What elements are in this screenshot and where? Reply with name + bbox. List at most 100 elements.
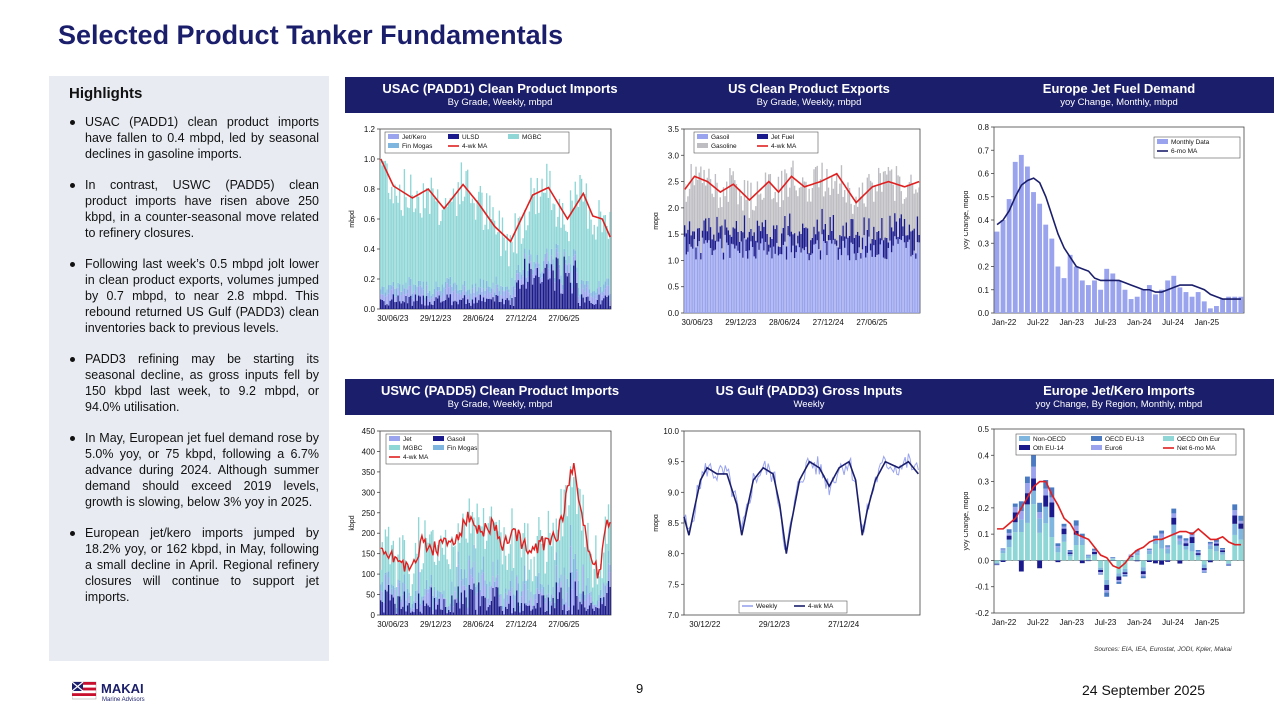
bar-fin-mogas — [554, 602, 556, 608]
bar-mgbc — [595, 535, 597, 605]
bar-gasoline — [792, 160, 794, 235]
bar-jet-fuel — [819, 250, 822, 260]
bar-mgbc — [468, 193, 470, 290]
bar-jet — [451, 594, 453, 596]
bar-jet — [454, 591, 456, 600]
bar-fin-mogas — [596, 288, 599, 295]
bar-mgbc — [465, 171, 467, 292]
bar-gasoil — [576, 595, 578, 615]
bar-gasoline — [886, 174, 888, 238]
bar-fin-mogas — [598, 595, 600, 602]
bar-jet — [389, 593, 391, 601]
y-axis-label: kbpd — [349, 515, 356, 530]
bar-mgbc — [455, 216, 458, 285]
bar-oecd-eu-13 — [1116, 581, 1122, 584]
bar-jet — [520, 279, 523, 285]
bar-fin-mogas — [516, 269, 518, 274]
bar-euro6 — [1207, 543, 1213, 546]
x-tick-label: Jan-25 — [1195, 318, 1220, 327]
bar-gasoil — [790, 252, 793, 313]
bar-mgbc — [471, 511, 474, 568]
bar-jet-fuel — [772, 225, 775, 247]
bar-oecd-eu-13 — [1214, 539, 1219, 542]
bar-ulsd — [607, 295, 610, 309]
bar-jet-fuel — [808, 253, 810, 261]
bar-mgbc — [405, 563, 407, 601]
bar-gasoil — [866, 252, 869, 313]
bar-jet-fuel — [905, 235, 907, 248]
x-tick-label: 28/06/24 — [463, 314, 495, 323]
bar-gasoline — [753, 210, 755, 233]
bar-jet — [535, 267, 537, 276]
bar-fin-mogas — [419, 280, 421, 286]
bar-gasoil — [795, 252, 797, 313]
legend-box — [1153, 136, 1241, 159]
y-tick-label: 10.0 — [663, 427, 679, 436]
bar-jet — [593, 604, 595, 611]
bar-gasoline — [910, 174, 912, 232]
bar-non-oecd — [1037, 518, 1043, 533]
bar-gasoil — [606, 592, 608, 615]
bar-mgbc — [599, 211, 602, 287]
bar-ulsd — [590, 302, 592, 309]
bar-gasoil — [389, 600, 391, 615]
bar-gasoil — [865, 257, 867, 313]
bar-mgbc — [416, 190, 418, 287]
bar-gasoline — [763, 197, 765, 227]
bar-gasoil — [541, 595, 543, 615]
bar-oecd-oth-eur — [1189, 551, 1195, 561]
bar-non-oecd — [1000, 550, 1006, 554]
bar-ulsd — [546, 264, 548, 309]
bar-mgbc — [440, 221, 442, 292]
bar-fin-mogas — [576, 568, 578, 572]
bar-fin-mogas — [549, 600, 551, 613]
bar-jet — [440, 594, 442, 610]
bar-fin-mogas — [471, 284, 474, 289]
bar-ulsd — [596, 299, 599, 309]
bar-fin-mogas — [527, 579, 529, 590]
bar-jet — [503, 607, 505, 615]
bar-jet — [577, 596, 580, 610]
bar-gasoil — [579, 601, 581, 615]
bar-ulsd — [490, 299, 493, 309]
bar-mgbc — [536, 178, 538, 255]
legend-label: Monthly Data — [1171, 139, 1210, 146]
bar-gasoline — [784, 169, 786, 216]
bar-jet — [386, 295, 388, 305]
bar-mgbc — [408, 208, 410, 278]
bar-gasoil — [903, 242, 906, 313]
bar-oecd-oth-eur — [1214, 551, 1219, 561]
bar-ulsd — [446, 294, 448, 309]
bar-fin-mogas — [440, 591, 442, 595]
bar-jet — [449, 611, 451, 612]
bar-fin-mogas — [468, 555, 470, 561]
bar-gasoil — [913, 250, 915, 313]
bar-oth-eu-14 — [1067, 552, 1073, 554]
bar-fin-mogas — [563, 567, 565, 576]
bar-jet — [504, 290, 507, 300]
bar-fin-mogas — [402, 284, 404, 292]
bar-ulsd — [511, 297, 513, 309]
bar-jet-fuel — [722, 252, 725, 260]
x-tick-label: 29/12/23 — [420, 620, 452, 629]
bar-oth-eu-14 — [1031, 478, 1036, 491]
bar-gasoil — [493, 596, 496, 615]
bar-gasoil — [386, 591, 388, 615]
y-tick-label: 0 — [371, 611, 376, 620]
bar-fin-mogas — [593, 604, 595, 605]
bar-jet — [516, 273, 518, 283]
bar-gasoil — [479, 606, 482, 615]
bar-gasoil — [552, 597, 554, 615]
bar-gasoline — [687, 196, 689, 230]
y-tick-label: 1.5 — [668, 230, 680, 239]
bar-jet — [473, 295, 475, 304]
bar-jet — [444, 598, 447, 607]
bar-gasoil — [425, 603, 428, 615]
bar-jet — [561, 605, 564, 611]
bar-mgbc — [539, 529, 542, 584]
bar-gasoil — [708, 240, 710, 313]
bar-non-oecd — [1183, 545, 1189, 550]
bar-mgbc — [429, 534, 431, 587]
bar-fin-mogas — [449, 603, 451, 612]
bar-fin-mogas — [609, 293, 611, 301]
